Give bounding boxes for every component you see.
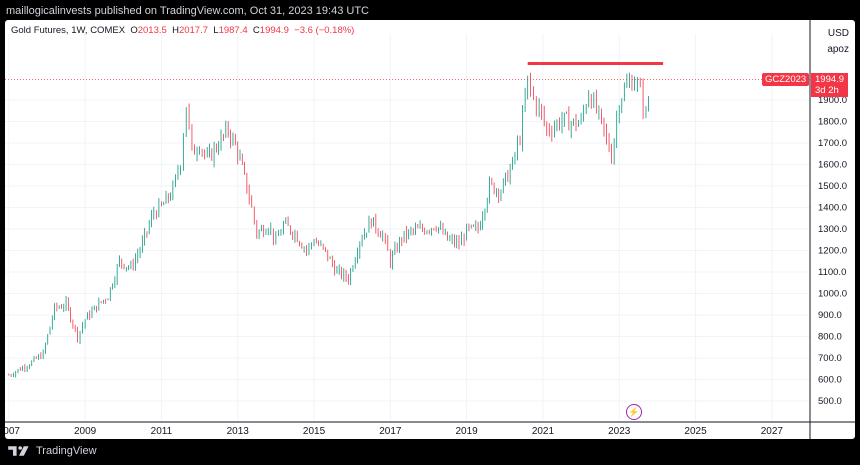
y-tick-label: 1700.0 [818,138,847,149]
x-tick-label: 2019 [456,426,479,437]
y-tick-label: 1100.0 [818,267,846,278]
x-tick-label: 2027 [761,426,784,437]
x-tick-label: 2009 [74,426,97,437]
legend-c-value: 1994.9 [259,25,289,36]
bar-countdown: 3d 2h [815,84,839,96]
legend-l-value: 1987.4 [218,25,248,36]
y-tick-label: 900.0 [818,310,842,321]
axis-extra-label: apoz [827,44,849,55]
x-tick-label: 2015 [303,426,326,437]
y-tick-label: 600.0 [818,375,842,386]
currency-label[interactable]: USD [827,28,849,39]
ohlc-legend: Gold Futures, 1W, COMEX O2013.5 H2017.7 … [11,25,354,36]
legend-h-label: H [172,25,179,36]
x-tick-label: 2013 [227,426,250,437]
chart-panel[interactable]: 500.0 600.0 700.0 800.0 900.0 1000.0 1100.0 120… [5,20,855,439]
last-price-value: 1994.9 [815,73,845,85]
y-tick-label: 700.0 [818,353,842,364]
lightning-icon[interactable]: ⚡ [625,404,642,420]
price-chart[interactable]: 500.0 600.0 700.0 800.0 900.0 1000.0 1100.0 120… [5,20,855,439]
y-tick-label: 1400.0 [818,203,847,214]
legend-o-label: O [130,25,138,36]
y-tick-label: 1200.0 [818,246,847,257]
y-tick-label: 1300.0 [818,224,847,235]
publisher-header: maillogicalinvests published on TradingV… [6,5,369,17]
legend-change: −3.6 (−0.18%) [294,25,355,36]
footer-brand: TradingView [36,445,97,457]
y-tick-label: 1600.0 [818,160,847,171]
footer: TradingView [8,445,97,457]
y-tick-label: 1800.0 [818,117,847,128]
legend-h-value: 2017.7 [178,25,208,36]
y-tick-label: 500.0 [818,396,842,407]
last-price-tag: 1994.9 3d 2h [811,72,849,97]
tradingview-logo-icon [8,446,29,456]
legend-l-label: L [213,25,219,36]
legend-c-label: C [252,25,260,36]
legend-title: Gold Futures, 1W, COMEX [11,25,126,36]
x-tick-label: 2011 [151,426,173,437]
price-axis-header: USD apoz [827,26,849,58]
y-tick-label: 1000.0 [818,289,847,300]
x-tick-label: 2021 [532,426,555,437]
legend-o-value: 2013.5 [137,25,167,36]
x-tick-label: 2025 [684,426,707,437]
x-tick-label: 2007 [5,426,20,437]
y-tick-label: 1500.0 [818,181,847,192]
symbol-tag: GCZ2023 [762,72,810,86]
x-tick-label: 2023 [608,426,631,437]
y-tick-label: 1900.0 [818,95,847,106]
y-tick-label: 800.0 [818,332,842,343]
x-tick-label: 2017 [379,426,402,437]
